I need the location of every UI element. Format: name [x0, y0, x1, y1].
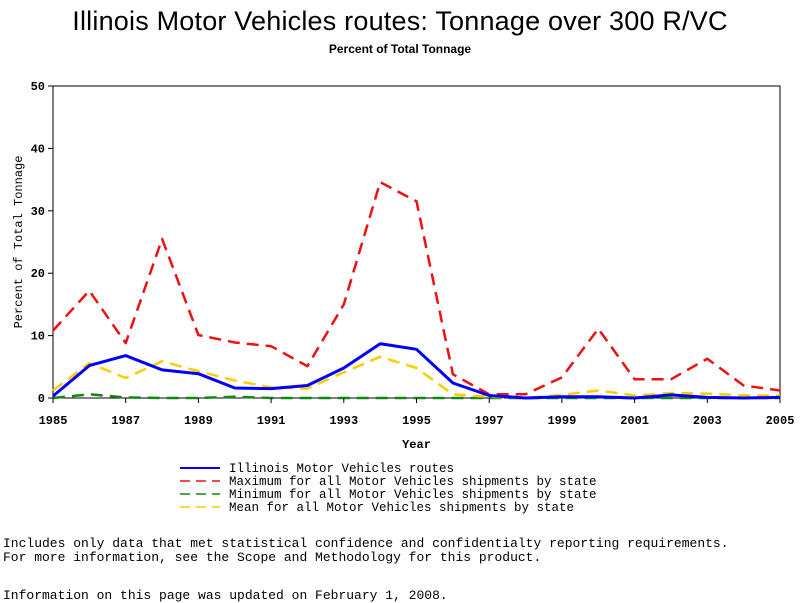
x-tick-label: 1991 — [257, 414, 286, 428]
chart-subtitle: Percent of Total Tonnage — [328, 42, 472, 56]
x-tick-label: 1995 — [402, 414, 431, 428]
legend-label: Minimum for all Motor Vehicles shipments… — [229, 488, 597, 502]
x-tick-label: 1985 — [39, 414, 68, 428]
footnote-confidence: Includes only data that met statistical … — [3, 536, 729, 551]
legend-label: Illinois Motor Vehicles routes — [229, 462, 454, 476]
y-tick-label: 40 — [31, 142, 45, 156]
x-tick-label: 2005 — [766, 414, 795, 428]
x-tick-label: 1987 — [111, 414, 140, 428]
y-tick-label: 50 — [31, 80, 45, 94]
x-tick-label: 1999 — [547, 414, 576, 428]
series-line-1 — [52, 342, 781, 400]
footnote-updated: Information on this page was updated on … — [3, 588, 448, 603]
y-tick-label: 10 — [31, 330, 45, 344]
y-tick-label: 20 — [31, 267, 45, 281]
x-tick-label: 1997 — [475, 414, 504, 428]
y-tick-label: 0 — [38, 392, 45, 406]
legend-label: Maximum for all Motor Vehicles shipments… — [229, 475, 597, 489]
x-axis-label: Year — [402, 438, 431, 452]
y-tick-label: 30 — [31, 205, 45, 219]
x-tick-label: 2003 — [693, 414, 722, 428]
series-line-4 — [52, 355, 780, 400]
x-tick-label: 1993 — [329, 414, 358, 428]
legend-label: Mean for all Motor Vehicles shipments by… — [229, 501, 574, 515]
series-line-2 — [52, 180, 781, 396]
y-axis-label: Percent of Total Tonnage — [12, 156, 26, 329]
footnote-methodology: For more information, see the Scope and … — [3, 550, 542, 565]
x-tick-label: 1989 — [184, 414, 213, 428]
chart-title: Illinois Motor Vehicles routes: Tonnage … — [72, 6, 728, 36]
x-tick-label: 2001 — [620, 414, 649, 428]
